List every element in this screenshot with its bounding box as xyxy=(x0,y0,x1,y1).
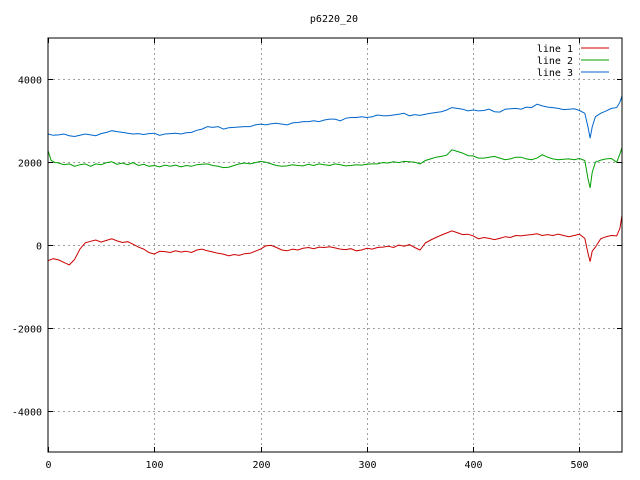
legend-label: line 1 xyxy=(537,44,573,55)
grid-layer xyxy=(48,38,622,452)
y-tick-label: 0 xyxy=(36,242,42,253)
x-tick-label: 100 xyxy=(145,460,163,471)
x-tick-label: 0 xyxy=(45,460,51,471)
legend-label: line 2 xyxy=(537,56,573,67)
series-layer xyxy=(47,95,623,266)
series-line-1 xyxy=(47,215,623,266)
x-tick-label: 300 xyxy=(358,460,376,471)
series-line-2 xyxy=(47,147,623,189)
y-tick-label: -4000 xyxy=(12,408,42,419)
series-line-3 xyxy=(47,95,623,139)
x-tick-label: 400 xyxy=(464,460,482,471)
y-tick-label: 4000 xyxy=(18,76,42,87)
x-tick-label: 200 xyxy=(252,460,270,471)
chart-title: p6220_20 xyxy=(310,14,358,25)
legend-label: line 3 xyxy=(537,68,573,79)
y-tick-label: -2000 xyxy=(12,325,42,336)
x-tick-label: 500 xyxy=(570,460,588,471)
tick-layer: 0 100 200 300 400 500 -4000 -2000 0 2000 4000 xyxy=(12,38,622,471)
y-tick-label: 2000 xyxy=(18,159,42,170)
